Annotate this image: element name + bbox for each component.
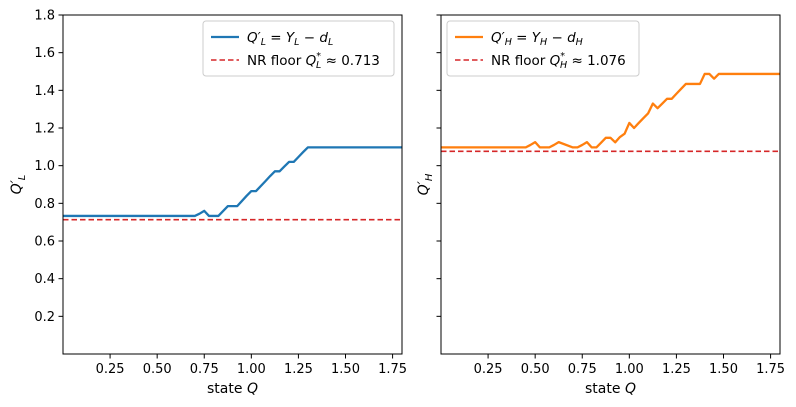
left-y-axis-label: Q′L xyxy=(9,175,28,195)
left-x-tick-label: 0.50 xyxy=(143,362,172,377)
left-series-curve xyxy=(63,146,402,218)
left-y-tick-label: 0.8 xyxy=(34,197,55,212)
left-panel: 0.25 0.50 0.75 1.00 1.25 1.50 1.75 0.20.40.60.… xyxy=(9,9,407,398)
right-x-tick-label: 1.00 xyxy=(615,362,644,377)
left-x-tick-label: 0.75 xyxy=(190,362,219,377)
left-x-ticks: 0.25 0.50 0.75 1.00 1.25 1.50 1.75 xyxy=(96,354,407,377)
right-series-curve xyxy=(441,72,780,149)
left-legend-label-floor: NR floor Q* L ≈ 0.713 xyxy=(247,51,380,71)
right-panel: 0.25 0.50 0.75 1.00 1.25 1.50 1.75 state Q Q′H… xyxy=(416,14,785,397)
left-x-axis-label: state Q xyxy=(207,381,258,397)
left-axes-frame xyxy=(62,14,403,355)
left-x-tick-label: 1.50 xyxy=(331,362,360,377)
right-x-tick-label: 0.50 xyxy=(521,362,550,377)
right-x-axis-label: state Q xyxy=(585,381,636,397)
left-y-ticks: 0.2 0.4 0.6 0.8 1.0 1.2 1.4 1.6 1.8 xyxy=(34,9,63,325)
left-y-tick-label: 1.0 xyxy=(34,159,55,174)
right-x-tick-label: 0.75 xyxy=(568,362,597,377)
right-legend-label-curve: Q′H = YH − dH xyxy=(491,30,583,48)
right-y-axis-label: Q′H xyxy=(416,173,435,195)
right-x-tick-label: 0.25 xyxy=(474,362,503,377)
right-x-tick-label: 1.50 xyxy=(709,362,738,377)
left-y-tick-label: 0.2 xyxy=(34,310,55,325)
left-series-layer xyxy=(63,146,402,221)
left-y-tick-label: 0.4 xyxy=(34,272,55,287)
left-y-tick-label: 1.6 xyxy=(34,46,55,61)
left-x-tick-label: 1.25 xyxy=(284,362,313,377)
left-x-tick-label: 1.00 xyxy=(237,362,266,377)
left-legend-box xyxy=(202,20,395,77)
left-y-tick-label: 0.6 xyxy=(34,235,55,250)
right-x-ticks: 0.25 0.50 0.75 1.00 1.25 1.50 1.75 xyxy=(474,354,785,377)
right-x-tick-label: 1.75 xyxy=(756,362,785,377)
right-legend-box xyxy=(446,20,640,77)
left-x-tick-label: 1.75 xyxy=(378,362,407,377)
left-y-tick-label: 1.2 xyxy=(34,122,55,137)
left-y-tick-label: 1.8 xyxy=(34,9,55,24)
right-x-tick-label: 1.25 xyxy=(662,362,691,377)
left-legend-label-curve: Q′L = YL − dL xyxy=(247,30,333,48)
right-legend-label-floor: NR floor Q* H ≈ 1.076 xyxy=(491,51,626,71)
right-series-layer xyxy=(441,72,780,153)
right-legend: Q′H = YH − dH NR floor Q* H ≈ 1.076 xyxy=(446,20,640,77)
right-axes-frame xyxy=(440,14,781,355)
left-x-tick-label: 0.25 xyxy=(96,362,125,377)
left-legend: Q′L = YL − dL NR floor Q* L ≈ 0.713 xyxy=(202,20,395,77)
right-y-ticks xyxy=(436,14,441,317)
left-y-tick-label: 1.4 xyxy=(34,84,55,99)
